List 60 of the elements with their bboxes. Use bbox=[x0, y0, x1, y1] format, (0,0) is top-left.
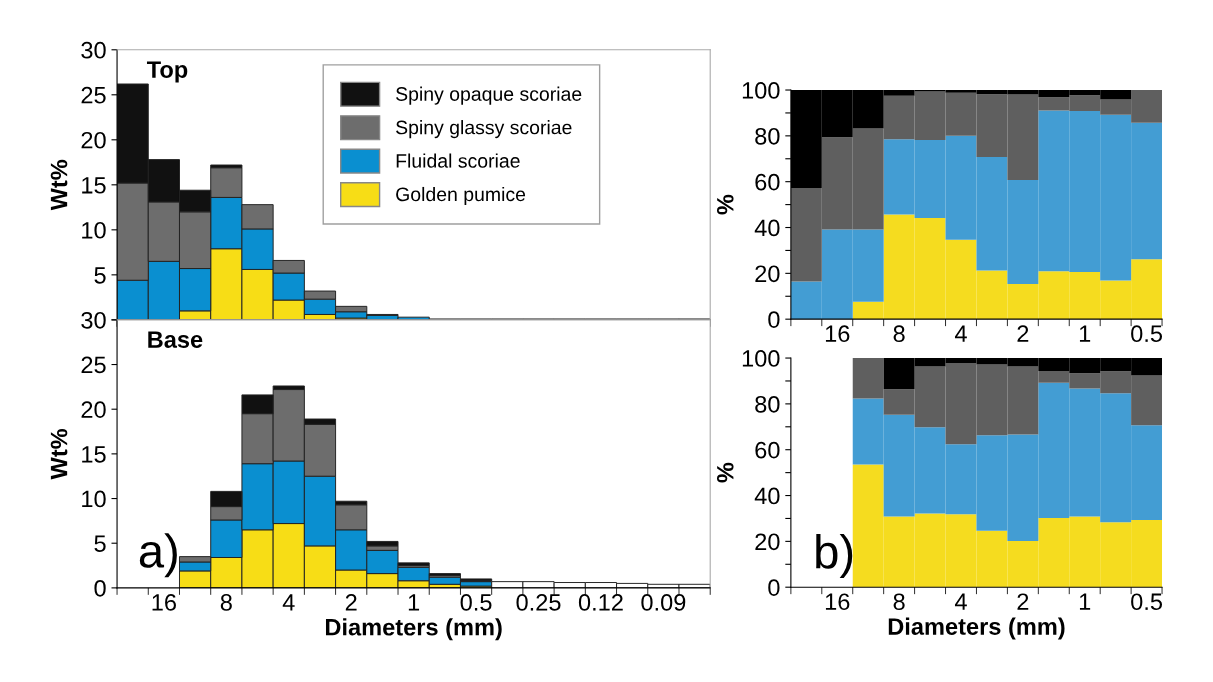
x-tick-label: 16 bbox=[152, 594, 176, 611]
x-tick-label: 8 bbox=[893, 593, 905, 611]
legend-label: Fluidal scoriae bbox=[396, 153, 520, 168]
y-tick-label: 10 bbox=[82, 221, 106, 239]
y-tick-label: 20 bbox=[81, 401, 106, 418]
x-tick-label: 2 bbox=[1017, 593, 1029, 610]
y-tick-label: 5 bbox=[94, 535, 106, 552]
y-tick-label: 10 bbox=[82, 490, 106, 508]
y-tick-label: 30 bbox=[81, 41, 106, 59]
y-tick-label: 60 bbox=[755, 173, 780, 191]
y-axis-title: % bbox=[716, 194, 734, 215]
x-tick-label: 2 bbox=[345, 594, 357, 611]
annotation: Base bbox=[148, 331, 203, 348]
x-tick-label: 0.5 bbox=[1131, 593, 1163, 611]
x-axis-title: Diameters (mm) bbox=[325, 618, 502, 641]
y-tick-label: 80 bbox=[755, 395, 780, 413]
x-tick-label: 16 bbox=[825, 593, 850, 611]
y-axis-title: Wt% bbox=[50, 159, 68, 211]
x-axis-title: Diameters (mm) bbox=[888, 617, 1065, 640]
y-tick-label: 0 bbox=[768, 579, 780, 596]
x-tick-label: 0.09 bbox=[641, 594, 686, 611]
y-tick-label: 60 bbox=[755, 441, 780, 459]
x-tick-label: 4 bbox=[282, 594, 295, 611]
x-tick-label: 4 bbox=[954, 325, 967, 342]
y-tick-label: 30 bbox=[81, 311, 106, 329]
annotation: Top bbox=[146, 61, 188, 83]
y-tick-label: 80 bbox=[755, 127, 780, 145]
x-tick-label: 0.25 bbox=[516, 594, 561, 611]
y-tick-label: 20 bbox=[755, 265, 780, 283]
y-tick-label: 5 bbox=[94, 267, 106, 284]
x-tick-label: 0.5 bbox=[1131, 325, 1163, 343]
x-tick-label: 8 bbox=[893, 325, 905, 343]
y-tick-label: 25 bbox=[81, 86, 106, 104]
x-tick-label: 2 bbox=[1017, 325, 1029, 342]
annotation: b) bbox=[816, 534, 853, 579]
y-axis-title: Wt% bbox=[50, 428, 68, 480]
x-tick-label: 1 bbox=[1079, 593, 1091, 610]
x-tick-label: 1 bbox=[1079, 325, 1091, 342]
legend-label: Spiny glassy scoriae bbox=[396, 120, 572, 139]
y-tick-label: 25 bbox=[81, 356, 106, 374]
y-tick-label: 20 bbox=[81, 131, 106, 149]
y-tick-label: 15 bbox=[82, 446, 106, 463]
legend-label: Spiny opaque scoriae bbox=[396, 86, 582, 105]
annotation: a) bbox=[139, 533, 177, 578]
y-tick-label: 20 bbox=[755, 533, 780, 551]
y-tick-label: 100 bbox=[742, 82, 780, 99]
x-tick-label: 16 bbox=[825, 325, 850, 343]
x-tick-label: 0.5 bbox=[460, 594, 492, 611]
y-tick-label: 0 bbox=[768, 311, 780, 328]
x-tick-label: 4 bbox=[954, 593, 967, 610]
y-tick-label: 15 bbox=[82, 177, 106, 194]
y-tick-label: 100 bbox=[742, 350, 780, 367]
x-tick-label: 8 bbox=[220, 594, 232, 611]
y-tick-label: 40 bbox=[754, 487, 780, 505]
y-tick-label: 0 bbox=[94, 579, 106, 597]
legend-label: Golden pumice bbox=[396, 186, 526, 206]
y-axis-title: % bbox=[716, 462, 734, 483]
x-tick-label: 0.12 bbox=[578, 594, 623, 611]
x-tick-label: 1 bbox=[408, 594, 420, 611]
y-tick-label: 40 bbox=[754, 219, 780, 237]
